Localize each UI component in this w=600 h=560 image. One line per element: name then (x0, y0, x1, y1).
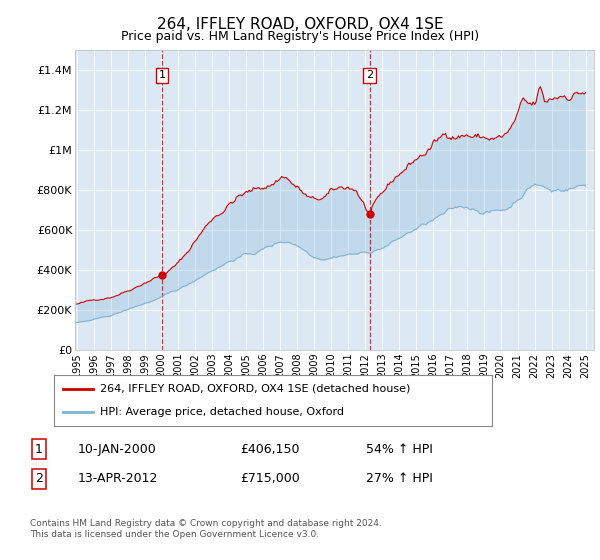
Text: 264, IFFLEY ROAD, OXFORD, OX4 1SE: 264, IFFLEY ROAD, OXFORD, OX4 1SE (157, 17, 443, 32)
Text: 1: 1 (35, 442, 43, 456)
Text: HPI: Average price, detached house, Oxford: HPI: Average price, detached house, Oxfo… (100, 407, 344, 417)
Text: 2: 2 (366, 71, 373, 81)
Text: 54% ↑ HPI: 54% ↑ HPI (366, 442, 433, 456)
Text: £715,000: £715,000 (240, 472, 300, 486)
Text: Contains HM Land Registry data © Crown copyright and database right 2024.
This d: Contains HM Land Registry data © Crown c… (30, 520, 382, 539)
Text: 10-JAN-2000: 10-JAN-2000 (78, 442, 157, 456)
Text: 27% ↑ HPI: 27% ↑ HPI (366, 472, 433, 486)
Text: 2: 2 (35, 472, 43, 486)
Text: £406,150: £406,150 (240, 442, 299, 456)
Text: 1: 1 (158, 71, 166, 81)
Text: 13-APR-2012: 13-APR-2012 (78, 472, 158, 486)
Text: 264, IFFLEY ROAD, OXFORD, OX4 1SE (detached house): 264, IFFLEY ROAD, OXFORD, OX4 1SE (detac… (100, 384, 410, 394)
Text: Price paid vs. HM Land Registry's House Price Index (HPI): Price paid vs. HM Land Registry's House … (121, 30, 479, 43)
